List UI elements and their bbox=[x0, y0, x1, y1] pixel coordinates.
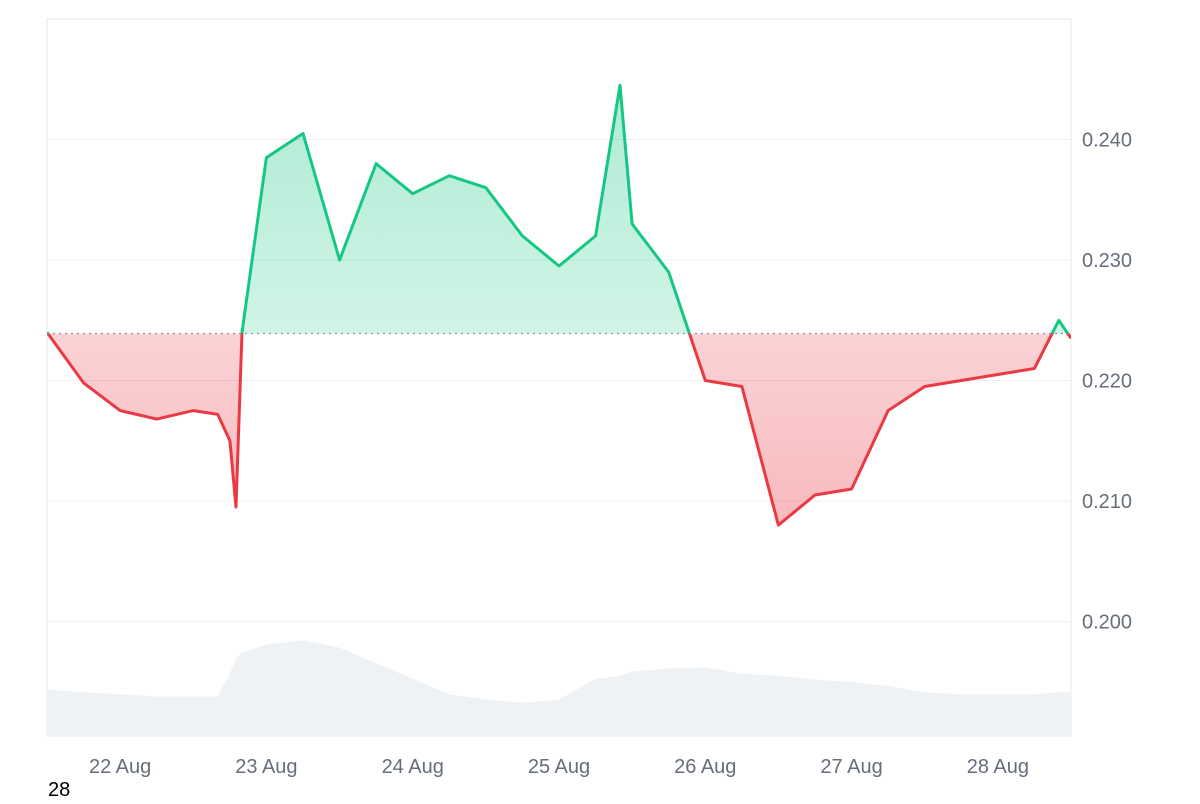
x-tick-label: 23 Aug bbox=[235, 756, 297, 778]
volume-area bbox=[47, 640, 1071, 736]
x-tick-label: 25 Aug bbox=[528, 756, 590, 778]
up-area-fill bbox=[47, 85, 1071, 525]
x-tick-label: 26 Aug bbox=[674, 756, 736, 778]
x-tick-label: 24 Aug bbox=[382, 756, 444, 778]
y-tick-label: 0.240 bbox=[1082, 130, 1132, 152]
x-tick-label: 22 Aug bbox=[89, 756, 151, 778]
x-tick-label: 27 Aug bbox=[820, 756, 882, 778]
volume-shape bbox=[47, 640, 1071, 736]
y-tick-label: 0.220 bbox=[1082, 371, 1132, 393]
x-tick-label: 28 Aug bbox=[967, 756, 1029, 778]
x-axis-labels: 22 Aug 23 Aug 24 Aug 25 Aug 26 Aug 27 Aug 28 A… bbox=[89, 756, 1029, 778]
y-tick-label: 0.230 bbox=[1082, 250, 1132, 272]
price-area bbox=[47, 85, 1071, 525]
y-tick-label: 0.210 bbox=[1082, 491, 1132, 513]
y-tick-label: 0.200 bbox=[1082, 612, 1132, 634]
y-axis-labels: 0.240 0.230 0.220 0.210 0.200 bbox=[1082, 130, 1132, 634]
